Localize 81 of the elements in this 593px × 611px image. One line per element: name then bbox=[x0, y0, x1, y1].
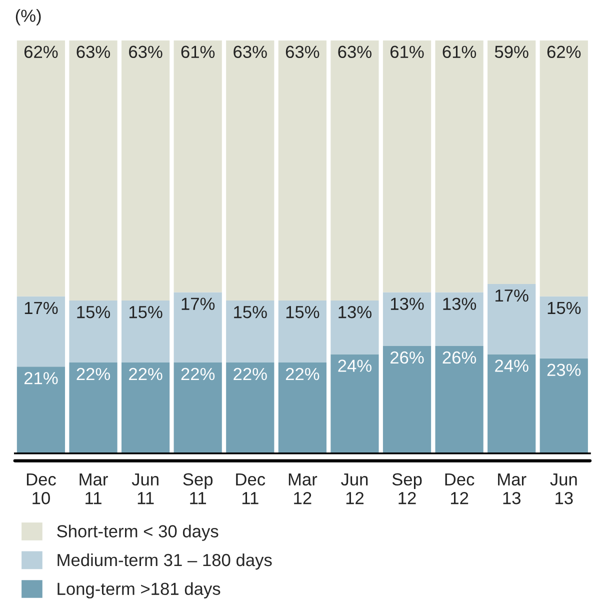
bar bbox=[122, 362, 170, 454]
bar bbox=[382, 346, 432, 454]
bar bbox=[69, 300, 118, 362]
data-label: 61% bbox=[181, 46, 215, 58]
data-label: 22% bbox=[76, 368, 110, 380]
x-tick-label: Sep 11 bbox=[183, 473, 213, 504]
bar bbox=[488, 284, 536, 354]
data-label: 17% bbox=[182, 298, 215, 310]
legend-label: Long-term >181 days bbox=[58, 582, 220, 598]
data-label: 59% bbox=[494, 46, 528, 58]
data-label: 22% bbox=[181, 368, 215, 380]
data-label: 62% bbox=[24, 46, 58, 58]
data-label: 22% bbox=[286, 368, 320, 380]
bar bbox=[278, 300, 326, 362]
data-label: 13% bbox=[338, 306, 372, 318]
x-tick-label: Dec 11 bbox=[236, 473, 266, 504]
data-label: 15% bbox=[548, 302, 581, 314]
data-label: 15% bbox=[130, 306, 162, 318]
data-label: 15% bbox=[286, 306, 320, 318]
bar bbox=[488, 354, 536, 454]
bar bbox=[226, 300, 274, 362]
bar bbox=[540, 358, 588, 454]
bar bbox=[16, 296, 66, 367]
x-tick-label: Dec 12 bbox=[445, 473, 474, 504]
bar bbox=[69, 40, 118, 301]
x-tick-label: Mar 13 bbox=[498, 473, 526, 504]
data-label: 63% bbox=[286, 46, 320, 58]
bar bbox=[330, 354, 379, 454]
bar bbox=[382, 40, 432, 292]
data-label: 15% bbox=[234, 306, 267, 318]
data-label: 22% bbox=[129, 368, 162, 380]
bar bbox=[122, 300, 170, 362]
data-label: 63% bbox=[234, 46, 267, 58]
bar bbox=[435, 346, 484, 454]
data-label: 13% bbox=[390, 298, 424, 310]
bar bbox=[226, 362, 274, 454]
x-tick-label: Mar 11 bbox=[80, 473, 108, 504]
bar bbox=[330, 40, 379, 301]
data-label: 62% bbox=[547, 46, 581, 58]
bar bbox=[435, 40, 484, 292]
bar bbox=[174, 40, 222, 292]
bar bbox=[69, 362, 118, 454]
bar bbox=[16, 40, 66, 296]
x-tick-label: Sep 12 bbox=[392, 473, 422, 504]
bar bbox=[122, 40, 170, 301]
data-label: 61% bbox=[442, 46, 476, 58]
data-label: 26% bbox=[442, 351, 476, 364]
data-label: 17% bbox=[496, 290, 528, 302]
bar bbox=[435, 292, 484, 346]
bar bbox=[226, 40, 274, 301]
data-label: 63% bbox=[338, 46, 372, 58]
data-label: 61% bbox=[390, 46, 424, 58]
legend-label: Medium-term 31 – 180 days bbox=[58, 553, 272, 570]
data-label: 24% bbox=[338, 360, 372, 372]
bar bbox=[540, 296, 588, 358]
data-label: 17% bbox=[24, 302, 58, 314]
data-label: 24% bbox=[495, 360, 528, 372]
bar bbox=[16, 366, 66, 454]
x-tick-label: Jun 13 bbox=[550, 473, 577, 504]
data-label: 26% bbox=[390, 351, 424, 364]
data-label: 21% bbox=[24, 372, 58, 384]
bar bbox=[382, 292, 432, 346]
x-tick-label: Jun 12 bbox=[341, 473, 368, 504]
data-label: 63% bbox=[129, 46, 162, 58]
bar bbox=[174, 292, 222, 362]
bar bbox=[278, 40, 326, 301]
data-label: 63% bbox=[76, 46, 110, 58]
bar bbox=[488, 40, 536, 284]
data-label: 13% bbox=[443, 298, 476, 310]
bar bbox=[278, 362, 326, 454]
bar bbox=[174, 362, 222, 454]
legend-label: Short-term < 30 days bbox=[57, 524, 218, 541]
bar bbox=[540, 40, 588, 296]
x-tick-label: Mar 12 bbox=[288, 473, 318, 504]
x-tick-label: Dec 10 bbox=[26, 473, 56, 504]
y-axis-title: (%) bbox=[16, 9, 41, 26]
bar bbox=[330, 300, 379, 354]
data-label: 15% bbox=[77, 306, 110, 318]
data-label: 23% bbox=[547, 364, 581, 376]
data-label: 22% bbox=[234, 368, 267, 380]
x-tick-label: Jun 11 bbox=[132, 473, 158, 504]
